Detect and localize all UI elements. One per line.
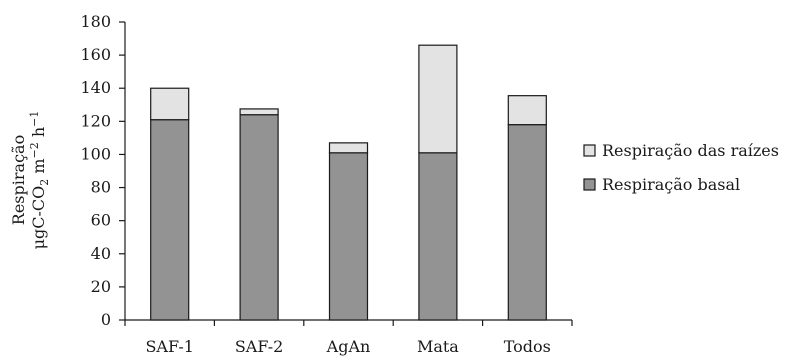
y-tick-label: 60 — [91, 211, 111, 230]
legend-label: Respiração basal — [602, 175, 740, 194]
bar-basal-agan — [328, 152, 369, 321]
y-tick-label: 40 — [91, 244, 111, 263]
y-axis-label-sub: 2 — [38, 179, 51, 186]
x-tick-label: Todos — [504, 337, 551, 356]
y-axis-label-sup1: −2 — [28, 142, 41, 158]
y-axis-label: Respiração μgC-CO2 m−2 h−1 — [9, 111, 51, 250]
y-tick-label: 140 — [80, 78, 111, 97]
legend-swatch — [583, 144, 596, 157]
x-tick-labels: SAF-1 SAF-2 AgAn Mata Todos — [145, 337, 550, 356]
bar-raizes-mata — [418, 44, 458, 154]
legend-swatch — [583, 178, 596, 191]
svg-text:Respiração: Respiração — [9, 135, 28, 225]
x-tick-label: Mata — [417, 337, 459, 356]
svg-text:μgC-CO2 m−2 h−1: μgC-CO2 m−2 h−1 — [28, 111, 51, 250]
x-tick-label: AgAn — [326, 337, 371, 356]
y-tick-label: 160 — [80, 45, 111, 64]
y-axis-label-sup2: −1 — [28, 111, 41, 127]
bar-basal-saf-1 — [150, 119, 190, 321]
bar-raizes-todos — [507, 95, 547, 126]
y-axis-label-mid: m — [29, 158, 48, 178]
x-tick-label: SAF-1 — [145, 337, 193, 356]
bar-raizes-agan — [328, 142, 369, 154]
legend: Respiração das raízes Respiração basal — [583, 141, 779, 194]
y-tick-label: 80 — [91, 178, 111, 197]
bars — [150, 44, 547, 321]
y-axis-label-unit: μgC-CO — [29, 186, 48, 250]
legend-label: Respiração das raízes — [602, 141, 779, 160]
y-axis-label-line1: Respiração — [9, 135, 28, 225]
y-tick-label: 120 — [80, 111, 111, 130]
x-tick-label: SAF-2 — [235, 337, 283, 356]
y-ticks: 0 20 40 60 80 100 120 140 160 180 — [80, 12, 125, 329]
bar-raizes-saf-2 — [239, 108, 279, 116]
y-tick-label: 100 — [80, 144, 111, 163]
bar-basal-mata — [418, 152, 458, 321]
y-tick-label: 180 — [80, 12, 111, 31]
bar-basal-saf-2 — [239, 114, 279, 321]
y-axis-label-end: h — [29, 127, 48, 142]
bar-raizes-saf-1 — [150, 87, 190, 121]
y-tick-label: 0 — [101, 310, 111, 329]
bar-basal-todos — [507, 124, 547, 321]
y-tick-label: 20 — [91, 277, 111, 296]
